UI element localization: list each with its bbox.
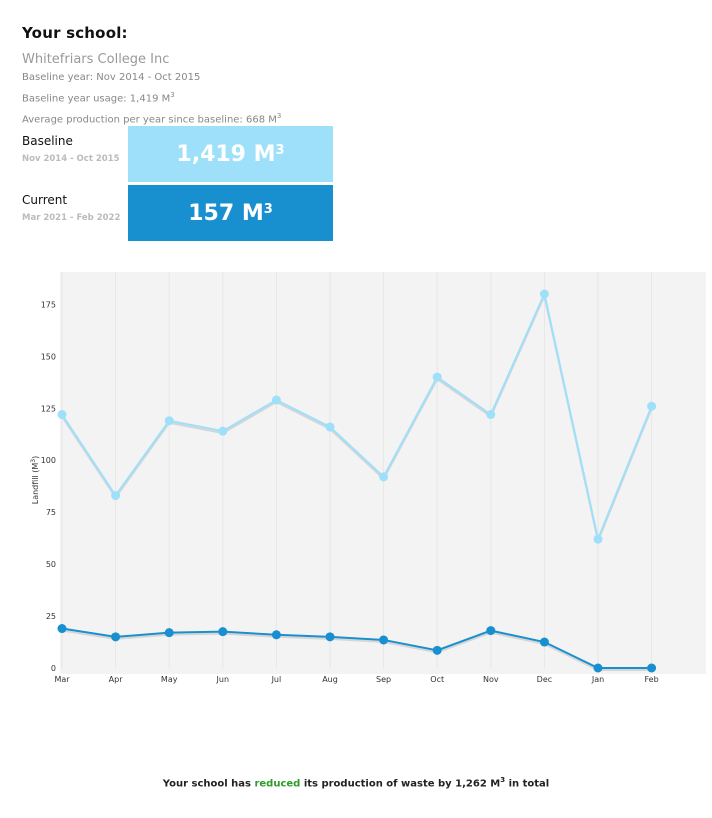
x-tick-label: Jan xyxy=(591,675,604,684)
landfill-chart-svg: 0 25 50 75 100 125 150 175 Mar Apr May Jun Jul Aug Sep… xyxy=(30,272,706,684)
baseline-usage-value: 1,419 M xyxy=(129,93,171,105)
series-2-point xyxy=(432,645,442,655)
baseline-value-sup: 3 xyxy=(275,142,285,158)
series-1-point xyxy=(271,395,281,405)
avg-production-label: Average production per year since baseli… xyxy=(22,114,243,126)
x-tick-label: Feb xyxy=(645,675,659,684)
x-tick-label: Oct xyxy=(430,675,444,684)
series-2-point xyxy=(218,627,228,637)
y-tick-label: 150 xyxy=(41,352,56,361)
y-tick-label: 50 xyxy=(46,560,56,569)
avg-production-value: 668 M xyxy=(246,114,277,126)
x-tick-label: Dec xyxy=(537,675,552,684)
footer-text-end: in total xyxy=(508,778,550,790)
unit-superscript: 3 xyxy=(276,112,282,121)
current-label: Current xyxy=(22,193,68,207)
summary-footer: Your school has reduced its production o… xyxy=(0,776,712,789)
footer-highlight: reduced xyxy=(254,778,301,790)
y-axis-label: Landfill (M3) xyxy=(30,456,40,505)
x-tick-label: Mar xyxy=(54,675,70,684)
baseline-year-label: Baseline year: xyxy=(22,72,94,83)
x-tick-label: Sep xyxy=(376,675,391,684)
series-line-shadow-2 xyxy=(61,629,652,671)
current-period: Mar 2021 - Feb 2022 xyxy=(22,213,121,223)
series-1-point xyxy=(57,410,67,420)
series-2-point xyxy=(379,635,389,645)
x-tick-label: Aug xyxy=(322,675,338,684)
series-2-point xyxy=(57,624,67,634)
series-1-point xyxy=(539,289,549,299)
series-2-point xyxy=(486,626,496,636)
series-1-point xyxy=(432,372,442,382)
x-tick-label: May xyxy=(161,675,178,684)
avg-production-line: Average production per year since baseli… xyxy=(22,110,281,126)
series-2-point xyxy=(271,630,281,640)
baseline-year-line: Baseline year: Nov 2014 - Oct 2015 xyxy=(22,72,281,84)
y-tick-label: 25 xyxy=(46,612,56,621)
baseline-label: Baseline xyxy=(22,134,73,148)
school-name: Whitefriars College Inc xyxy=(22,52,170,67)
series-2-point xyxy=(325,632,335,642)
series-2-point xyxy=(593,663,603,673)
series-1-point xyxy=(486,410,496,420)
series-2-point xyxy=(111,632,121,642)
y-tick-label: 175 xyxy=(41,300,56,309)
y-tick-label: 0 xyxy=(51,664,56,673)
x-tick-label: Apr xyxy=(109,675,124,684)
footer-text-before: Your school has xyxy=(162,778,251,790)
baseline-value: 1,419 M xyxy=(176,141,276,167)
x-tick-label: Jul xyxy=(271,675,282,684)
baseline-usage-line: Baseline year usage: 1,419 M3 xyxy=(22,89,281,105)
school-header: Your school: Whitefriars College Inc Bas… xyxy=(22,24,281,132)
y-tick-label: 125 xyxy=(41,404,56,413)
series-line-1 xyxy=(61,290,653,543)
series-1-point xyxy=(593,534,603,544)
footer-text-after: its production of waste by 1,262 M xyxy=(303,778,501,790)
series-1-point xyxy=(164,416,174,426)
series-1-point xyxy=(379,472,389,482)
series-2-point xyxy=(647,663,657,673)
series-2-point xyxy=(164,628,174,638)
series-1-point xyxy=(111,491,121,501)
series-2-point xyxy=(539,637,549,647)
series-line-2 xyxy=(61,627,652,669)
current-value-sup: 3 xyxy=(263,201,273,217)
y-tick-label: 75 xyxy=(46,508,56,517)
baseline-period: Nov 2014 - Oct 2015 xyxy=(22,154,120,164)
landfill-chart: 0 25 50 75 100 125 150 175 Mar Apr May Jun Jul Aug Sep… xyxy=(0,262,712,692)
series-1-point xyxy=(218,426,228,436)
unit-superscript: 3 xyxy=(170,91,175,99)
x-tick-label: Nov xyxy=(483,675,499,684)
baseline-usage-label: Baseline year usage: xyxy=(22,93,127,105)
baseline-year-value: Nov 2014 - Oct 2015 xyxy=(96,72,201,83)
page-title: Your school: xyxy=(22,24,128,42)
current-value: 157 M xyxy=(188,200,264,226)
series-1-point xyxy=(647,401,657,411)
footer-sup: 3 xyxy=(500,776,506,784)
x-tick-label: Jun xyxy=(216,675,230,684)
y-tick-label: 100 xyxy=(41,456,56,465)
series-1-point xyxy=(325,422,335,432)
